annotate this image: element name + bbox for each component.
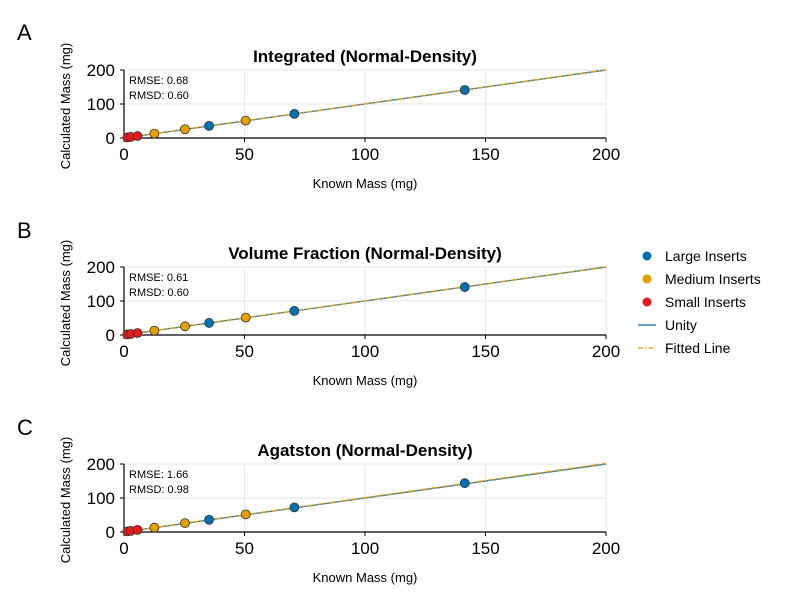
y-tick-label: 200 bbox=[87, 61, 115, 80]
panel-letter: A bbox=[17, 20, 32, 45]
x-tick-label: 50 bbox=[235, 145, 254, 164]
data-point-small-inserts bbox=[132, 328, 143, 338]
data-point-large-inserts bbox=[289, 108, 300, 119]
panel-letter: C bbox=[17, 415, 33, 440]
x-axis-label: Known Mass (mg) bbox=[313, 176, 418, 191]
legend-marker bbox=[642, 251, 652, 261]
data-point-small-inserts bbox=[132, 131, 143, 141]
legend-label: Fitted Line bbox=[665, 340, 731, 356]
x-axis-label: Known Mass (mg) bbox=[313, 373, 418, 388]
legend-label: Medium Inserts bbox=[665, 271, 761, 287]
x-tick-label: 200 bbox=[592, 539, 620, 558]
y-tick-label: 100 bbox=[87, 489, 115, 508]
legend-marker bbox=[642, 297, 652, 307]
data-point-large-inserts bbox=[459, 478, 470, 489]
legend-label: Small Inserts bbox=[665, 294, 746, 310]
data-point-large-inserts bbox=[459, 282, 470, 292]
data-point-medium-inserts bbox=[149, 522, 160, 533]
data-point-large-inserts bbox=[204, 514, 214, 525]
x-tick-label: 100 bbox=[351, 539, 379, 558]
x-tick-label: 150 bbox=[471, 539, 499, 558]
y-axis-label: Calculated Mass (mg) bbox=[58, 43, 73, 169]
y-tick-label: 0 bbox=[106, 326, 115, 345]
stat-annotation: RMSE: 1.66 bbox=[129, 469, 188, 481]
legend-label: Unity bbox=[665, 317, 697, 333]
x-tick-label: 200 bbox=[592, 342, 620, 361]
data-point-large-inserts bbox=[459, 85, 470, 95]
legend: Large Inserts Medium Inserts Small Inserts… bbox=[638, 248, 761, 356]
chart-panel-a: A Integrated (Normal-Density) 0 50 100 150 200… bbox=[17, 20, 620, 191]
x-tick-label: 150 bbox=[471, 342, 499, 361]
y-axis-label: Calculated Mass (mg) bbox=[58, 437, 73, 563]
x-tick-label: 0 bbox=[119, 342, 128, 361]
stat-annotation: RMSE: 0.61 bbox=[129, 272, 188, 284]
data-point-small-inserts bbox=[132, 524, 143, 535]
x-tick-label: 100 bbox=[351, 145, 379, 164]
data-point-large-inserts bbox=[204, 318, 214, 328]
x-tick-label: 0 bbox=[119, 539, 128, 558]
chart-title: Volume Fraction (Normal-Density) bbox=[228, 244, 502, 263]
chart-panel-c: C Agatston (Normal-Density) 0 50 100 150 200 0 1… bbox=[17, 415, 620, 585]
chart-panel-b: B Volume Fraction (Normal-Density) 0 50 100 1… bbox=[17, 218, 620, 388]
x-axis-label: Known Mass (mg) bbox=[313, 570, 418, 585]
x-tick-label: 50 bbox=[235, 342, 254, 361]
y-tick-label: 200 bbox=[87, 455, 115, 474]
x-tick-label: 100 bbox=[351, 342, 379, 361]
stat-annotation: RMSD: 0.60 bbox=[129, 287, 189, 299]
legend-label: Large Inserts bbox=[665, 248, 747, 264]
data-point-medium-inserts bbox=[149, 128, 160, 139]
stat-annotation: RMSE: 0.68 bbox=[129, 75, 188, 87]
data-point-large-inserts bbox=[289, 305, 300, 316]
y-axis-label: Calculated Mass (mg) bbox=[58, 240, 73, 366]
stat-annotation: RMSD: 0.98 bbox=[129, 484, 189, 496]
data-point-medium-inserts bbox=[240, 115, 251, 126]
legend-marker bbox=[642, 274, 652, 284]
panel-letter: B bbox=[17, 218, 32, 243]
y-tick-label: 100 bbox=[87, 95, 115, 114]
data-point-medium-inserts bbox=[180, 124, 190, 135]
data-point-medium-inserts bbox=[240, 312, 251, 323]
data-point-medium-inserts bbox=[149, 325, 160, 336]
data-point-medium-inserts bbox=[180, 518, 190, 528]
chart-title: Agatston (Normal-Density) bbox=[257, 441, 472, 460]
data-point-medium-inserts bbox=[240, 509, 251, 520]
data-point-large-inserts bbox=[204, 120, 214, 131]
data-point-medium-inserts bbox=[180, 321, 190, 332]
x-tick-label: 50 bbox=[235, 539, 254, 558]
x-tick-label: 0 bbox=[119, 145, 128, 164]
x-tick-label: 150 bbox=[471, 145, 499, 164]
chart-title: Integrated (Normal-Density) bbox=[253, 47, 477, 66]
y-tick-label: 0 bbox=[106, 129, 115, 148]
y-tick-label: 100 bbox=[87, 292, 115, 311]
y-tick-label: 200 bbox=[87, 258, 115, 277]
y-tick-label: 0 bbox=[106, 523, 115, 542]
x-tick-label: 200 bbox=[592, 145, 620, 164]
stat-annotation: RMSD: 0.60 bbox=[129, 90, 189, 102]
data-point-large-inserts bbox=[289, 502, 300, 513]
